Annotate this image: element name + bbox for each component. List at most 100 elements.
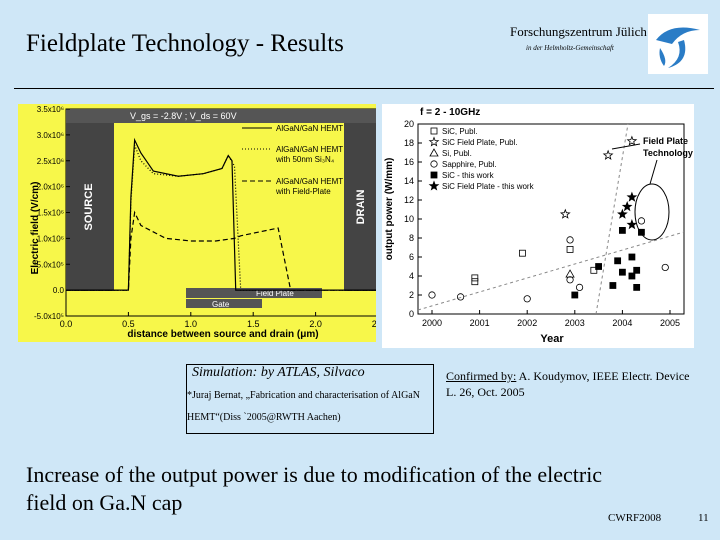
data-point [626,219,638,230]
left-ytick-label: 1.0x10⁶ [37,234,64,243]
left-ylabel: Electric field (V/cm) [30,182,41,275]
data-point [628,272,636,280]
data-point [626,135,638,146]
right-xtick-label: 2004 [612,318,632,328]
drain-region [344,123,378,291]
left-legend-label-cont: with 50nm Si₃N₄ [275,155,334,164]
data-point [471,278,479,286]
simulation-reference-line1: *Juraj Bernat, „Fabrication and characte… [187,390,420,401]
data-point [614,257,622,265]
footer-text: CWRF2008 [608,512,662,524]
electric-field-chart: Electric field (V/cm) V_gs = -2.8V ; V_d… [18,104,384,342]
right-title: f = 2 - 10GHz [420,107,480,118]
data-point [566,245,574,253]
right-legend-marker [430,171,438,179]
left-series-line [66,145,378,291]
electric-field-plot: Electric field (V/cm) V_gs = -2.8V ; V_d… [30,105,384,340]
annotation-pointer [611,143,641,150]
data-point [456,293,465,301]
right-legend-label: SiC - this work [442,171,495,180]
left-ytick-label: 1.5x10⁶ [37,209,64,218]
data-point [637,217,646,225]
right-legend-marker [428,180,440,191]
conclusion-line1: Increase of the output power is due to m… [26,462,603,487]
simulation-box [186,364,434,434]
confirmation-line2: L. 26, Oct. 2005 [446,385,525,399]
right-xlabel: Year [540,333,564,345]
gate-bar [186,299,262,308]
annotation-line2: Technology [643,148,693,158]
left-legend-label: AlGaN/GaN HEMT [276,145,343,154]
right-ytick-label: 4 [409,271,414,281]
data-point [633,266,641,274]
left-ytick-label: 2.0x10⁶ [37,183,64,192]
right-legend-label: Si, Publ. [442,149,472,158]
left-xtick-label: 1.5 [247,319,260,329]
simulation-reference-line2: HEMT“(Diss `2005@RWTH Aachen) [187,412,341,423]
left-legend-label: AlGaN/GaN HEMT [276,124,343,133]
data-point [633,283,641,291]
confirmation-rest1: A. Koudymov, IEEE Electr. Device [516,369,690,383]
left-legend-label-cont: with Field-Plate [275,187,331,196]
data-point [523,295,531,303]
field-plate-label: Field Plate [256,289,294,298]
left-xtick-label: 2.5 [372,319,376,329]
output-power-chart: output power (W/mm) f = 2 - 10GHz 2000 20… [382,104,694,348]
right-legend-marker [430,127,438,135]
source-region [66,123,114,291]
right-xtick-label: 2001 [470,318,490,328]
right-ytick-label: 14 [404,176,414,186]
confirmation-line1: Confirmed by: A. Koudymov, IEEE Electr. … [446,369,690,384]
right-xtick-label: 2000 [422,318,442,328]
left-header-bar [66,109,378,123]
left-xtick-label: 0.5 [122,319,135,329]
gate-label: Gate [212,300,230,309]
data-point [595,263,603,270]
highlight-ellipse [634,183,670,241]
annotation-arrow [649,159,658,185]
field-plate-bar [186,288,322,298]
org-name: Forschungszentrum Jülich [510,24,647,39]
annotation-line1: Field Plate [643,136,688,146]
right-ytick-label: 6 [409,252,414,262]
data-point [628,253,636,261]
right-ytick-label: 10 [404,214,414,224]
right-ytick-label: 20 [404,119,414,129]
right-ytick-label: 16 [404,157,414,167]
left-xtick-label: 0.0 [60,319,73,329]
left-legend-label: AlGaN/GaN HEMT [276,177,343,186]
left-ytick-label: 5.0x10⁵ [37,260,64,269]
left-xtick-label: 2.0 [309,319,322,329]
right-ytick-label: 12 [404,195,414,205]
data-point [565,269,575,278]
left-ytick-label: 3.0x10⁶ [37,131,64,140]
simulation-caption: Simulation: by ATLAS, Silvaco [192,365,365,380]
right-xtick-label: 2002 [517,318,537,328]
right-legend-marker [429,148,439,157]
left-xlabel: distance between source and drain (μm) [127,329,318,340]
right-ytick-label: 0 [409,309,414,319]
right-xtick-label: 2005 [660,318,680,328]
left-xtick-label: 1.0 [185,319,198,329]
data-point [661,263,669,272]
data-point [428,291,436,299]
trend-line-gradual [417,231,685,311]
output-power-plot: output power (W/mm) f = 2 - 10GHz 2000 20… [384,107,693,345]
left-ytick-label: 3.5x10⁶ [37,105,64,114]
data-point [609,282,617,289]
right-ytick-label: 2 [409,290,414,300]
confirmation-lead: Confirmed by: [446,369,517,383]
conclusion-line2: field on Ga.N cap [26,490,183,515]
right-legend-marker [428,136,440,147]
page-number: 11 [698,512,709,524]
left-header-text: V_gs = -2.8V ; V_ds = 60V [130,111,237,121]
left-ytick-label: 2.5x10⁶ [37,157,64,166]
data-point [590,266,598,274]
left-ytick-label: 0.0 [53,286,65,295]
left-ytick-label: -5.0x10⁵ [34,312,64,321]
right-ylabel: output power (W/mm) [384,158,395,261]
data-point [621,200,633,212]
data-point [566,236,574,244]
right-legend-label: Sapphire, Publ. [442,160,497,169]
right-legend-label: SiC Field Plate - this work [442,182,535,191]
